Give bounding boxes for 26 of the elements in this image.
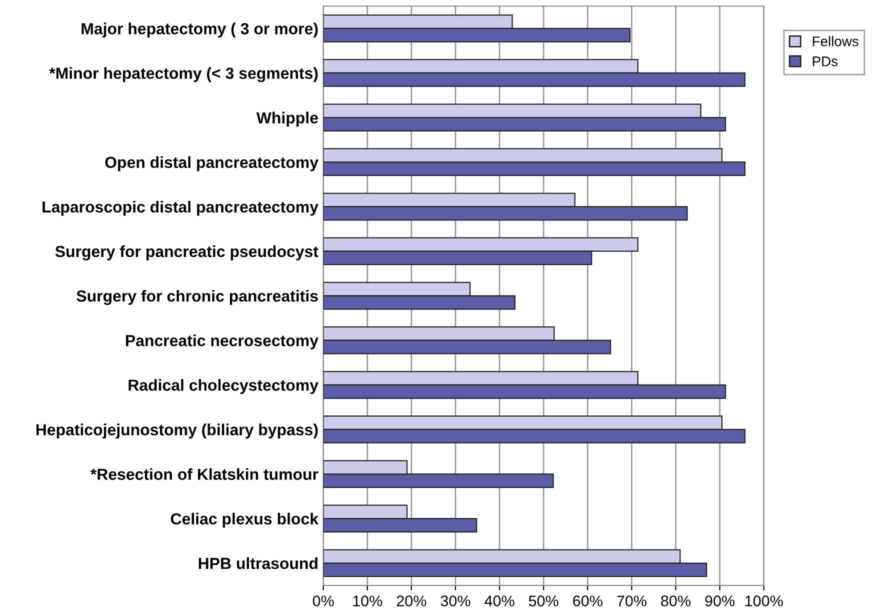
y-tick-label: Major hepatectomy ( 3 or more)	[82, 22, 318, 38]
x-tick-label: 10%	[353, 596, 382, 606]
x-tick-label: 50%	[528, 596, 558, 606]
y-tick-label: Open distal pancreatectomy	[105, 156, 318, 172]
y-tick-label: *Minor hepatectomy (< 3 segments)	[49, 67, 318, 82]
y-tick-label: Laparoscopic distal pancreatectomy	[42, 200, 318, 216]
x-tick-label: 70%	[617, 596, 646, 606]
x-tick-label: 20%	[396, 596, 426, 606]
x-tick-label: 80%	[661, 596, 690, 606]
x-tick-label: 90%	[705, 596, 735, 606]
legend-label: PDs	[812, 56, 838, 66]
x-tick-label: 60%	[573, 596, 602, 606]
y-tick-label: Radical cholecystectomy	[128, 379, 318, 394]
y-tick-label: Whipple	[256, 112, 318, 127]
x-tick-label: 0%	[312, 596, 334, 606]
y-tick-label: HPB ultrasound	[198, 557, 318, 570]
x-tick-label: 30%	[440, 596, 470, 606]
y-tick-label: Surgery for chronic pancreatitis	[76, 290, 318, 305]
y-tick-label: Pancreatic necrosectomy	[126, 334, 318, 350]
y-tick-label: Celiac plexus block	[170, 512, 318, 528]
y-tick-label: Surgery for pancreatic pseudocyst	[55, 245, 318, 260]
legend-label: Fellows	[812, 36, 858, 46]
y-tick-label: Hepaticojejunostomy (biliary bypass)	[36, 424, 318, 439]
x-tick-label: 40%	[484, 596, 514, 606]
y-tick-label: *Resection of Klatskin tumour	[90, 468, 318, 480]
x-tick-label: 100%	[745, 596, 783, 606]
